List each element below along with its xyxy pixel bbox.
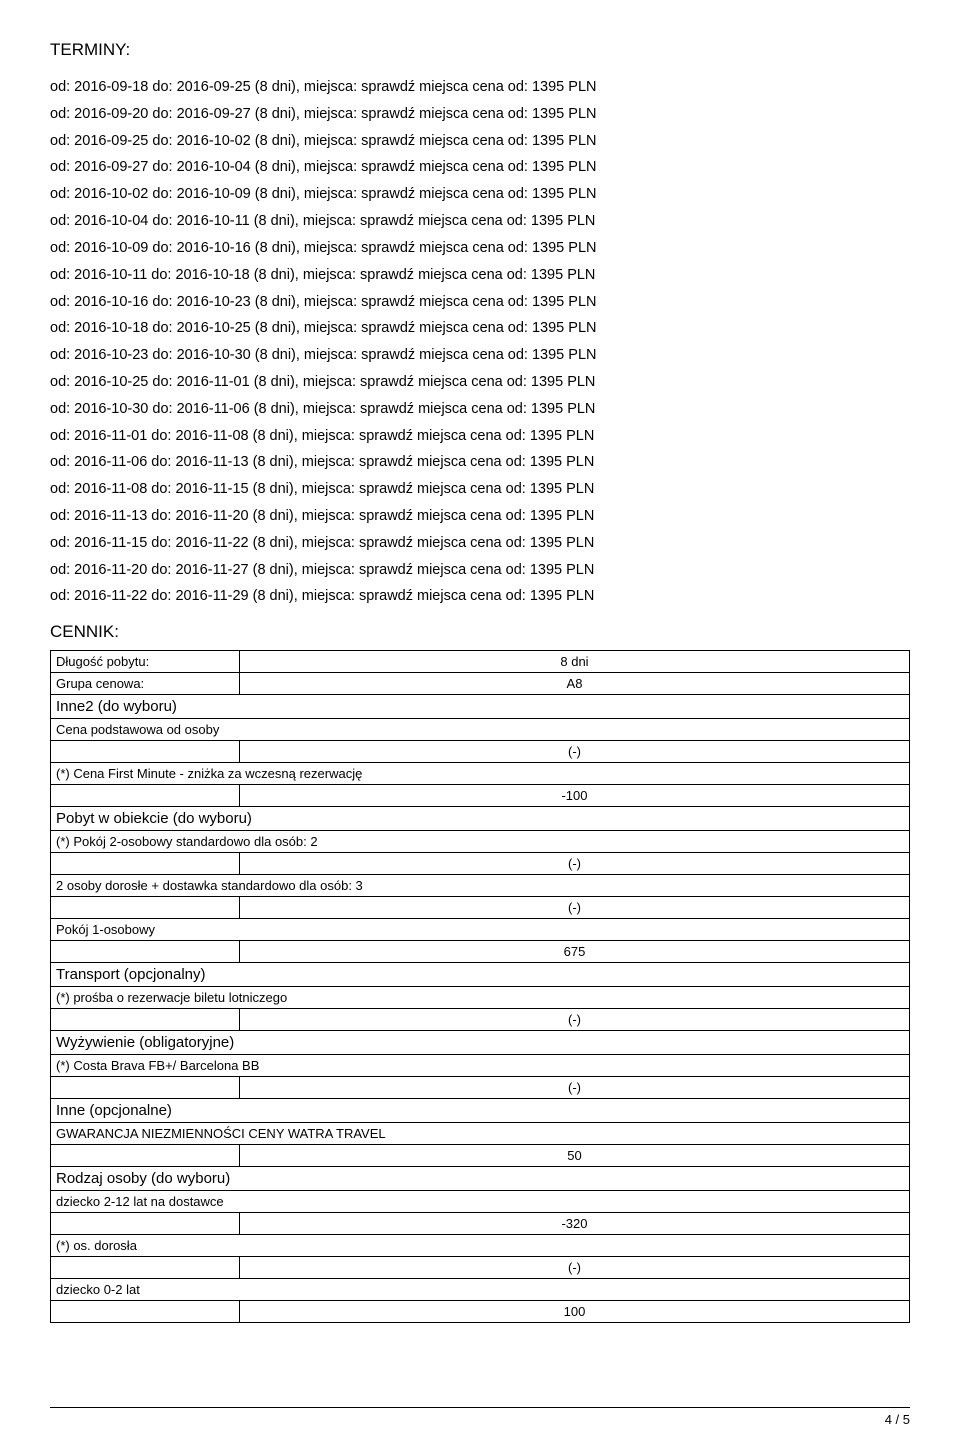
price-item-label: (*) os. dorosła xyxy=(51,1235,910,1257)
section-title: Pobyt w obiekcie (do wyboru) xyxy=(51,807,910,831)
term-line: od: 2016-10-18 do: 2016-10-25 (8 dni), m… xyxy=(50,315,910,342)
price-item-value: (-) xyxy=(239,897,909,919)
price-item-value: -320 xyxy=(239,1213,909,1235)
price-item-label: (*) prośba o rezerwacje biletu lotniczeg… xyxy=(51,987,910,1009)
price-item-value: (-) xyxy=(239,1077,909,1099)
price-item-spacer xyxy=(51,853,240,875)
price-item-spacer xyxy=(51,941,240,963)
price-item-label: (*) Pokój 2-osobowy standardowo dla osób… xyxy=(51,831,910,853)
meta-label: Grupa cenowa: xyxy=(51,673,240,695)
price-item-spacer xyxy=(51,1009,240,1031)
price-item-label: dziecko 2-12 lat na dostawce xyxy=(51,1191,910,1213)
pricing-table: Długość pobytu:8 dniGrupa cenowa:A8Inne2… xyxy=(50,650,910,1323)
term-line: od: 2016-10-04 do: 2016-10-11 (8 dni), m… xyxy=(50,208,910,235)
price-item-label: GWARANCJA NIEZMIENNOŚCI CENY WATRA TRAVE… xyxy=(51,1123,910,1145)
meta-label: Długość pobytu: xyxy=(51,651,240,673)
price-item-value: 675 xyxy=(239,941,909,963)
price-item-value: 50 xyxy=(239,1145,909,1167)
term-line: od: 2016-11-22 do: 2016-11-29 (8 dni), m… xyxy=(50,583,910,610)
price-item-spacer xyxy=(51,1257,240,1279)
meta-value: A8 xyxy=(239,673,909,695)
term-line: od: 2016-10-25 do: 2016-11-01 (8 dni), m… xyxy=(50,369,910,396)
price-item-label: dziecko 0-2 lat xyxy=(51,1279,910,1301)
term-line: od: 2016-10-02 do: 2016-10-09 (8 dni), m… xyxy=(50,181,910,208)
price-item-value: (-) xyxy=(239,853,909,875)
price-item-value: 100 xyxy=(239,1301,909,1323)
term-line: od: 2016-11-08 do: 2016-11-15 (8 dni), m… xyxy=(50,476,910,503)
section-title: Transport (opcjonalny) xyxy=(51,963,910,987)
price-item-label: Pokój 1-osobowy xyxy=(51,919,910,941)
price-item-spacer xyxy=(51,1301,240,1323)
term-line: od: 2016-11-01 do: 2016-11-08 (8 dni), m… xyxy=(50,423,910,450)
price-item-label: 2 osoby dorosłe + dostawka standardowo d… xyxy=(51,875,910,897)
term-line: od: 2016-10-16 do: 2016-10-23 (8 dni), m… xyxy=(50,289,910,316)
term-line: od: 2016-10-11 do: 2016-10-18 (8 dni), m… xyxy=(50,262,910,289)
price-item-spacer xyxy=(51,1213,240,1235)
terminy-heading: TERMINY: xyxy=(50,40,910,60)
section-title: Inne (opcjonalne) xyxy=(51,1099,910,1123)
price-item-spacer xyxy=(51,785,240,807)
term-line: od: 2016-09-25 do: 2016-10-02 (8 dni), m… xyxy=(50,128,910,155)
page-number: 4 / 5 xyxy=(885,1412,910,1427)
price-item-spacer xyxy=(51,741,240,763)
price-item-value: (-) xyxy=(239,1257,909,1279)
term-line: od: 2016-09-27 do: 2016-10-04 (8 dni), m… xyxy=(50,154,910,181)
term-line: od: 2016-09-20 do: 2016-09-27 (8 dni), m… xyxy=(50,101,910,128)
term-line: od: 2016-10-30 do: 2016-11-06 (8 dni), m… xyxy=(50,396,910,423)
section-title: Inne2 (do wyboru) xyxy=(51,695,910,719)
section-title: Wyżywienie (obligatoryjne) xyxy=(51,1031,910,1055)
price-item-value: (-) xyxy=(239,1009,909,1031)
price-item-spacer xyxy=(51,1077,240,1099)
price-item-value: (-) xyxy=(239,741,909,763)
price-item-spacer xyxy=(51,897,240,919)
price-item-spacer xyxy=(51,1145,240,1167)
page-footer: 4 / 5 xyxy=(50,1407,910,1427)
terms-list: od: 2016-09-18 do: 2016-09-25 (8 dni), m… xyxy=(50,74,910,610)
term-line: od: 2016-11-15 do: 2016-11-22 (8 dni), m… xyxy=(50,530,910,557)
term-line: od: 2016-11-13 do: 2016-11-20 (8 dni), m… xyxy=(50,503,910,530)
price-item-label: Cena podstawowa od osoby xyxy=(51,719,910,741)
term-line: od: 2016-11-06 do: 2016-11-13 (8 dni), m… xyxy=(50,449,910,476)
meta-value: 8 dni xyxy=(239,651,909,673)
price-item-label: (*) Cena First Minute - zniżka za wczesn… xyxy=(51,763,910,785)
cennik-heading: CENNIK: xyxy=(50,622,910,642)
price-item-label: (*) Costa Brava FB+/ Barcelona BB xyxy=(51,1055,910,1077)
price-item-value: -100 xyxy=(239,785,909,807)
term-line: od: 2016-11-20 do: 2016-11-27 (8 dni), m… xyxy=(50,557,910,584)
term-line: od: 2016-10-23 do: 2016-10-30 (8 dni), m… xyxy=(50,342,910,369)
term-line: od: 2016-09-18 do: 2016-09-25 (8 dni), m… xyxy=(50,74,910,101)
term-line: od: 2016-10-09 do: 2016-10-16 (8 dni), m… xyxy=(50,235,910,262)
section-title: Rodzaj osoby (do wyboru) xyxy=(51,1167,910,1191)
